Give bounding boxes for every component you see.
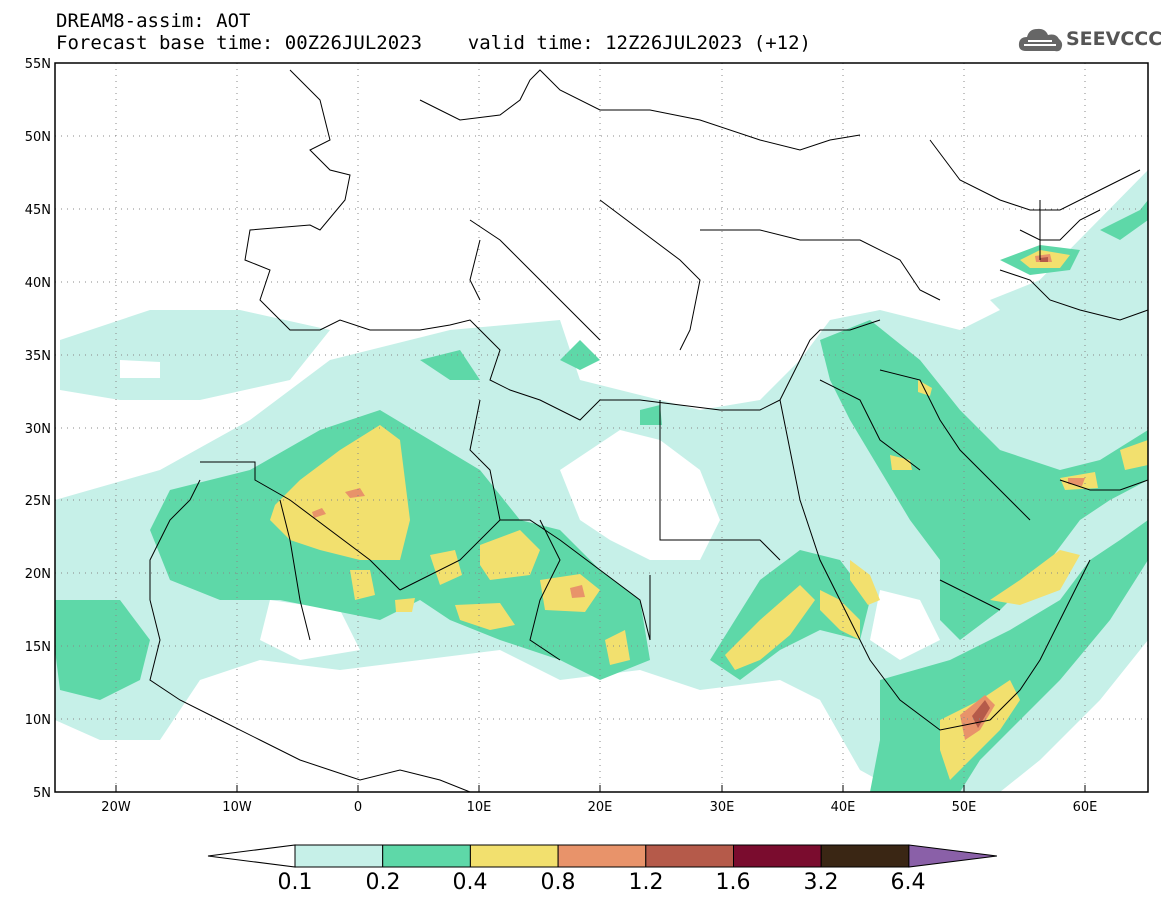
colorbar-swatch	[645, 844, 734, 868]
lat-tick-label: 50N	[25, 130, 51, 145]
colorbar-label: 0.1	[277, 870, 313, 895]
lon-tick-label: 20E	[588, 800, 613, 815]
coastlines	[149, 69, 1148, 792]
title-line-1: DREAM8-assim: AOT	[56, 10, 251, 32]
colorbar	[207, 844, 997, 868]
colorbar-over-triangle	[908, 844, 997, 868]
colorbar-swatch	[820, 844, 910, 868]
lon-tick-label: 10W	[222, 800, 252, 815]
lat-tick-label: 45N	[25, 203, 51, 218]
colorbar-swatch	[733, 844, 822, 868]
colorbar-label: 6.4	[890, 870, 926, 895]
lon-tick-label: 30E	[710, 800, 735, 815]
lon-tick-label: 0	[354, 800, 362, 815]
lat-tick-label: 10N	[25, 713, 51, 728]
title-line-2: Forecast base time: 00Z26JUL2023 valid t…	[56, 32, 811, 54]
colorbar-label: 1.6	[715, 870, 751, 895]
colorbar-label: 0.4	[452, 870, 488, 895]
lon-tick-label: 40E	[831, 800, 856, 815]
colorbar-under-triangle	[207, 844, 296, 868]
colorbar-swatch	[294, 844, 384, 868]
lat-tick-label: 35N	[25, 349, 51, 364]
lat-tick-label: 5N	[33, 786, 51, 801]
cloud-icon	[1018, 28, 1063, 52]
lat-labels: 55N 50N 45N 40N 35N 30N 25N 20N 15N 10N …	[25, 57, 51, 801]
colorbar-swatch	[557, 844, 647, 868]
lat-tick-label: 30N	[25, 422, 51, 437]
seevccc-logo: SEEVCCC	[1018, 22, 1162, 58]
lat-tick-label: 40N	[25, 276, 51, 291]
logo-text: SEEVCCC	[1066, 28, 1163, 50]
colorbar-label: 1.2	[628, 870, 664, 895]
colorbar-swatch	[382, 844, 471, 868]
lon-tick-label: 10E	[467, 800, 492, 815]
map-frame	[54, 62, 1149, 793]
lat-tick-label: 15N	[25, 640, 51, 655]
lat-tick-label: 25N	[25, 494, 51, 509]
colorbar-label: 0.8	[540, 870, 576, 895]
lon-labels: 20W 10W 0 10E 20E 30E 40E 50E 60E	[101, 800, 1097, 815]
colorbar-swatch	[469, 844, 559, 868]
aot-field	[55, 170, 1148, 792]
lon-tick-label: 50E	[952, 800, 977, 815]
lat-tick-label: 20N	[25, 567, 51, 582]
colorbar-label: 0.2	[365, 870, 401, 895]
lon-tick-label: 20W	[101, 800, 131, 815]
colorbar-label: 3.2	[803, 870, 839, 895]
lon-tick-label: 60E	[1073, 800, 1098, 815]
axis-ticks	[115, 785, 1086, 792]
lat-tick-label: 55N	[25, 57, 51, 72]
graticule	[55, 63, 1148, 792]
